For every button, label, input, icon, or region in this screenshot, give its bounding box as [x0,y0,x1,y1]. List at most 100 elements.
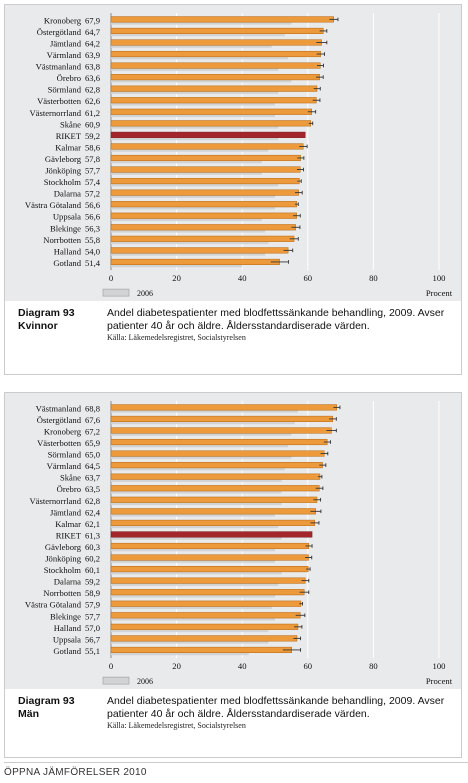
x-tick-label-1: 20 [172,661,181,671]
bar-7 [110,485,320,492]
value-label-0: 67,9 [85,15,100,25]
bar-2006-13 [111,559,275,563]
bar-11 [110,143,304,150]
category-label-17: Uppsala [53,212,81,222]
category-label-15: Dalarna [54,189,81,199]
value-label-20: 56,7 [85,634,101,644]
category-label-3: Värmland [47,50,82,60]
value-label-2: 67,2 [85,426,100,436]
category-label-20: Uppsala [53,634,81,644]
value-label-19: 57,0 [85,623,100,633]
category-label-21: Gotland [53,258,81,268]
value-label-17: 56,6 [85,212,101,222]
value-label-4: 63,8 [85,62,100,72]
category-label-18: Blekinge [50,223,81,233]
value-label-3: 63,9 [85,50,100,60]
value-label-5: 63,6 [85,73,101,83]
legend-label-2006: 2006 [137,289,153,298]
chart-panel-women: Kronoberg 67,9 Östergötland 64,7 Jämtland 64,… [4,4,462,375]
x-tick-label-4: 80 [369,273,378,283]
bar-2006-20 [111,252,266,256]
value-label-4: 65,0 [85,450,100,460]
category-label-13: Jönköping [45,166,82,176]
category-label-11: RIKET [56,530,82,540]
bar-18 [110,612,301,619]
bar-8 [110,496,318,503]
diagram-source: Källa: Läkemedelsregistret, Socialstyrel… [107,721,246,730]
bar-5 [110,462,323,469]
x-tick-label-0: 0 [109,273,113,283]
category-label-13: Jönköping [45,554,82,564]
category-label-19: Halland [54,623,82,633]
bar-16 [110,201,297,208]
bar-20 [110,247,289,254]
category-label-8: Västernorrland [29,496,81,506]
x-tick-label-0: 0 [109,661,113,671]
bar-3 [110,50,321,58]
value-label-16: 58,9 [85,588,100,598]
bar-1 [110,27,324,34]
diagram-label: Diagram 93 Kvinnor [18,307,75,333]
bar-2006-18 [111,617,275,621]
bar-8 [110,108,312,115]
bar-14 [110,178,300,185]
bar-2006-21 [111,651,249,656]
x-tick-label-1: 20 [172,273,181,283]
value-label-21: 55,1 [85,646,100,656]
category-label-17: Västra Götaland [25,600,82,610]
bar-2006-14 [111,182,279,187]
bar-17 [110,600,302,607]
bar-15 [110,189,299,196]
bar-18 [110,224,296,231]
bar-9 [110,508,316,515]
legend-swatch-2006 [102,288,130,297]
bar-2006-11 [111,536,282,540]
diagram-source: Källa: Läkemedelsregistret, Socialstyrel… [107,333,246,342]
bar-2006-6 [111,478,282,482]
diagram-subgroup: Kvinnor [18,320,58,332]
bar-2006-12 [111,547,275,552]
bar-2006-10 [111,524,279,529]
x-axis-label: Procent [426,288,453,298]
bar-2006-16 [111,594,275,598]
bar-6 [110,85,318,92]
x-axis-label: Procent [426,676,453,686]
category-label-1: Östergötland [37,27,82,37]
category-label-19: Norrbotten [43,235,81,245]
value-label-6: 62,8 [85,85,100,95]
category-label-5: Värmland [47,461,82,471]
value-label-21: 51,4 [85,258,101,268]
bar-6 [110,473,321,480]
bar-13 [110,554,309,561]
bar-2006-7 [111,102,275,106]
category-label-6: Sörmland [48,85,82,95]
value-label-7: 62,6 [85,96,101,106]
value-label-18: 56,3 [85,223,100,233]
bar-2006-17 [111,605,272,610]
bar-2006-13 [111,171,262,175]
bar-2006-3 [111,55,289,60]
x-tick-label-4: 80 [369,661,378,671]
category-label-14: Stockholm [44,565,82,575]
bar-11 [110,531,313,538]
bar-2006-5 [111,79,292,83]
category-label-2: Jämtland [50,38,82,48]
category-label-8: Västernorrland [29,108,81,118]
bar-2006-20 [111,640,269,644]
bar-2006-1 [111,32,285,37]
value-label-6: 63,7 [85,473,101,483]
value-label-9: 62,4 [85,507,101,517]
bar-0 [110,404,337,411]
value-label-11: 58,6 [85,142,101,152]
bar-2006-8 [111,501,282,506]
category-label-3: Västerbotten [37,438,82,448]
value-label-12: 57,8 [85,154,100,164]
bar-2006-0 [111,21,292,25]
diagram-description: Andel diabetespatienter med blodfettssän… [107,695,445,720]
bar-2006-19 [111,240,269,245]
value-label-15: 59,2 [85,577,100,587]
bar-2006-0 [111,409,298,413]
bar-20 [110,635,298,642]
value-label-5: 64,5 [85,461,100,471]
value-label-11: 61,3 [85,530,100,540]
